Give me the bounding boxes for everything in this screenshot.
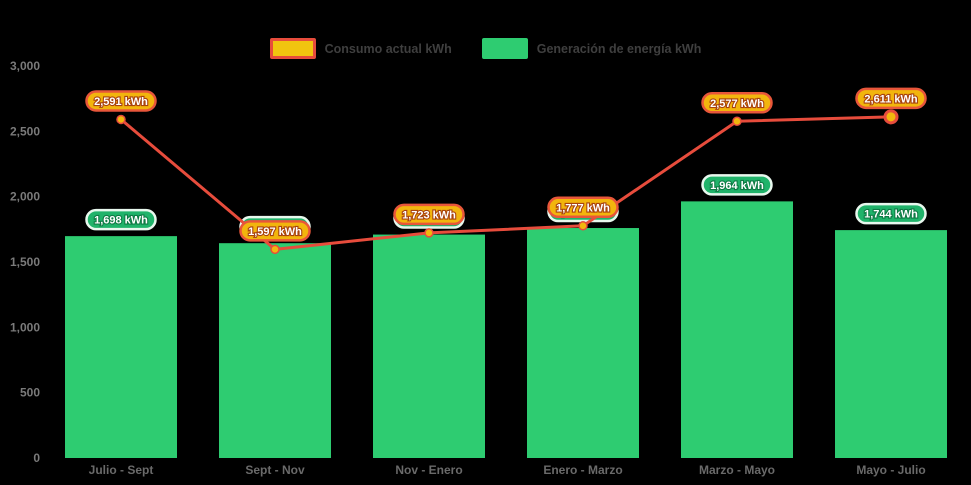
y-axis-tick-label: 3,000	[10, 59, 40, 73]
legend-label-generacion: Generación de energía kWh	[536, 41, 702, 56]
legend: Consumo actual kWh Generación de energía…	[0, 38, 971, 59]
generation-bar[interactable]	[219, 243, 331, 458]
generation-bar[interactable]	[681, 201, 793, 458]
consumption-point-marker[interactable]	[424, 228, 434, 238]
y-axis-tick-label: 2,000	[10, 190, 40, 204]
consumption-point-marker[interactable]	[883, 109, 899, 125]
consumption-value-badge-label: 2,577 kWh	[710, 98, 764, 110]
x-axis-category-label: Nov - Enero	[395, 463, 462, 477]
consumption-point-marker[interactable]	[578, 221, 588, 231]
y-axis-tick-label: 0	[33, 451, 40, 465]
consumption-value-badge-label: 2,611 kWh	[864, 93, 917, 105]
consumption-point-marker[interactable]	[116, 114, 126, 125]
consumption-value-badge[interactable]	[855, 87, 927, 110]
y-axis-tick-label: 2,500	[10, 124, 40, 138]
consumption-value-badge-label: 1,597 kWh	[248, 226, 302, 238]
consumption-value-badge[interactable]	[547, 196, 619, 219]
y-axis-tick-label: 1,000	[10, 320, 40, 334]
generation-value-badge[interactable]	[701, 174, 773, 196]
x-axis-category-label: Enero - Marzo	[543, 463, 622, 477]
consumo-swatch-icon	[269, 38, 316, 59]
x-axis-category-label: Mayo - Julio	[856, 463, 925, 477]
generation-bar[interactable]	[527, 228, 639, 458]
consumption-value-badge[interactable]	[239, 220, 311, 242]
legend-label-consumo: Consumo actual kWh	[324, 41, 452, 56]
y-axis-tick-label: 500	[20, 386, 40, 400]
legend-item-consumo[interactable]: Consumo actual kWh	[269, 38, 452, 59]
consumption-point-marker[interactable]	[270, 244, 280, 255]
consumption-value-badge-label: 1,723 kWh	[402, 209, 456, 221]
consumption-value-badge-label: 2,591 kWh	[94, 96, 148, 108]
generation-value-badge[interactable]	[85, 208, 157, 231]
consumption-value-badge[interactable]	[701, 92, 773, 114]
consumption-point-marker[interactable]	[732, 116, 742, 127]
generation-value-badge-label: 1,698 kWh	[94, 215, 148, 227]
consumption-value-badge[interactable]	[85, 90, 157, 112]
y-axis-tick-label: 1,500	[10, 255, 40, 269]
x-axis-category-label: Julio - Sept	[89, 463, 154, 477]
consumption-value-badge-label: 1,777 kWh	[556, 202, 610, 214]
generation-bar[interactable]	[65, 236, 177, 458]
consumption-value-badge[interactable]	[393, 203, 465, 226]
generation-bar[interactable]	[373, 234, 485, 458]
generation-value-badge-label: 1,744 kWh	[864, 209, 918, 221]
legend-item-generacion[interactable]: Generación de energía kWh	[481, 38, 702, 59]
generation-value-badge-label: 1,964 kWh	[710, 180, 764, 192]
generation-value-badge[interactable]	[855, 202, 927, 225]
generacion-swatch-icon	[481, 38, 528, 59]
generation-bar[interactable]	[835, 230, 947, 458]
x-axis-category-label: Sept - Nov	[245, 463, 305, 477]
x-axis-category-label: Marzo - Mayo	[699, 463, 775, 477]
